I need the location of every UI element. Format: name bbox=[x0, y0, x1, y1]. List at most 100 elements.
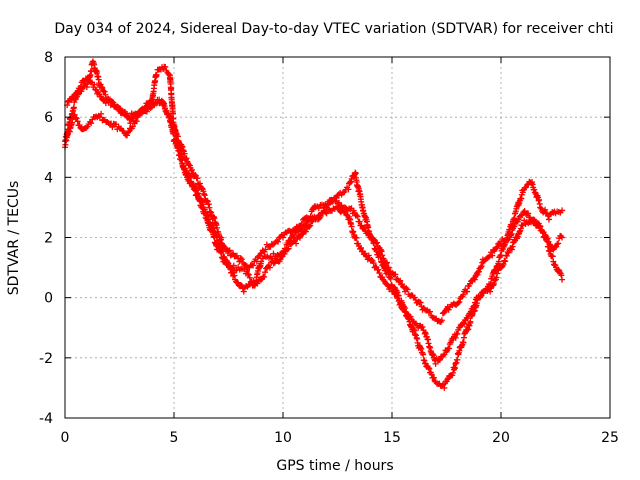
track-marker bbox=[357, 244, 364, 251]
track-marker bbox=[438, 317, 445, 324]
track-marker bbox=[531, 219, 538, 226]
data-point bbox=[454, 330, 461, 337]
track-marker bbox=[194, 175, 201, 182]
track-marker bbox=[527, 214, 534, 221]
data-point bbox=[153, 72, 160, 79]
track-marker bbox=[371, 236, 378, 243]
x-axis-label: GPS time / hours bbox=[276, 458, 393, 474]
data-point bbox=[240, 288, 247, 295]
track-marker bbox=[110, 99, 117, 106]
track-marker bbox=[270, 260, 277, 267]
data-point bbox=[450, 369, 457, 376]
track-marker bbox=[383, 259, 390, 266]
track-marker bbox=[554, 241, 561, 248]
y-axis-label: SDTVAR / TECUs bbox=[6, 181, 22, 296]
track-marker bbox=[383, 260, 390, 267]
track-marker bbox=[99, 84, 106, 91]
track-marker bbox=[425, 364, 432, 371]
track-marker bbox=[525, 210, 532, 217]
track-marker bbox=[346, 179, 353, 186]
track-marker bbox=[470, 303, 477, 310]
track-marker bbox=[219, 248, 226, 255]
track-marker bbox=[196, 180, 203, 187]
y-tick-label: 2 bbox=[44, 231, 53, 247]
track-marker bbox=[446, 345, 453, 352]
track-marker bbox=[270, 250, 277, 257]
track-marker bbox=[477, 293, 484, 300]
data-point bbox=[519, 222, 526, 229]
track-marker bbox=[475, 268, 482, 275]
x-tick-label: 5 bbox=[170, 430, 179, 446]
track-marker bbox=[426, 308, 433, 315]
track-marker bbox=[440, 352, 447, 359]
track-marker bbox=[166, 113, 173, 120]
track-marker bbox=[378, 248, 385, 255]
track-marker bbox=[456, 298, 463, 305]
track-marker bbox=[393, 291, 400, 298]
track-marker bbox=[460, 291, 467, 298]
track-marker bbox=[540, 229, 547, 236]
track-marker bbox=[494, 243, 501, 250]
track-marker bbox=[395, 298, 402, 305]
track-marker bbox=[71, 111, 78, 118]
data-point bbox=[293, 240, 300, 247]
track-marker bbox=[555, 240, 562, 247]
track-marker bbox=[124, 132, 131, 139]
track-marker bbox=[225, 260, 232, 267]
data-point bbox=[559, 207, 566, 214]
track-marker bbox=[148, 97, 155, 104]
data-points bbox=[62, 58, 566, 391]
track-marker bbox=[91, 81, 98, 88]
x-tick-label: 10 bbox=[274, 430, 292, 446]
track-marker bbox=[243, 268, 250, 275]
track-marker bbox=[143, 108, 150, 115]
track-marker bbox=[168, 114, 175, 121]
track-marker bbox=[230, 262, 237, 269]
track-marker bbox=[161, 103, 168, 110]
track-marker bbox=[238, 256, 245, 263]
track-marker bbox=[370, 260, 377, 267]
track-marker bbox=[285, 245, 292, 252]
track-marker bbox=[485, 254, 492, 261]
data-point bbox=[467, 318, 474, 325]
track-marker bbox=[222, 245, 229, 252]
y-tick-label: -2 bbox=[39, 351, 53, 367]
track-marker bbox=[273, 237, 280, 244]
data-point bbox=[133, 114, 140, 121]
track-marker bbox=[201, 206, 208, 213]
track-marker bbox=[180, 147, 187, 154]
track-marker bbox=[201, 190, 208, 197]
track-marker bbox=[392, 271, 399, 278]
track-marker bbox=[237, 281, 244, 288]
data-point bbox=[559, 234, 566, 241]
grid-lines bbox=[65, 57, 610, 418]
track-marker bbox=[202, 210, 209, 217]
data-point bbox=[280, 234, 286, 241]
track-marker bbox=[478, 262, 485, 269]
track-marker bbox=[163, 107, 170, 114]
track-marker bbox=[404, 286, 411, 293]
track-marker bbox=[394, 295, 401, 302]
track-marker bbox=[199, 201, 206, 208]
data-point bbox=[266, 264, 273, 271]
track-marker bbox=[366, 230, 373, 237]
track-marker bbox=[195, 190, 202, 197]
track-marker bbox=[261, 273, 268, 280]
track-marker bbox=[348, 178, 355, 185]
track-marker bbox=[385, 264, 392, 271]
track-marker bbox=[397, 277, 404, 284]
x-tick-label: 20 bbox=[492, 430, 510, 446]
track-marker bbox=[98, 110, 105, 117]
track-marker bbox=[101, 88, 108, 95]
track-marker bbox=[544, 235, 551, 242]
track-marker bbox=[407, 313, 414, 320]
track-marker bbox=[519, 212, 526, 219]
data-point bbox=[559, 276, 566, 283]
track-marker bbox=[400, 283, 407, 290]
track-marker bbox=[524, 181, 531, 188]
track-marker bbox=[368, 256, 375, 263]
track-marker bbox=[402, 305, 409, 312]
track-marker bbox=[226, 247, 233, 254]
track-marker bbox=[353, 212, 360, 219]
track-marker bbox=[218, 234, 225, 241]
